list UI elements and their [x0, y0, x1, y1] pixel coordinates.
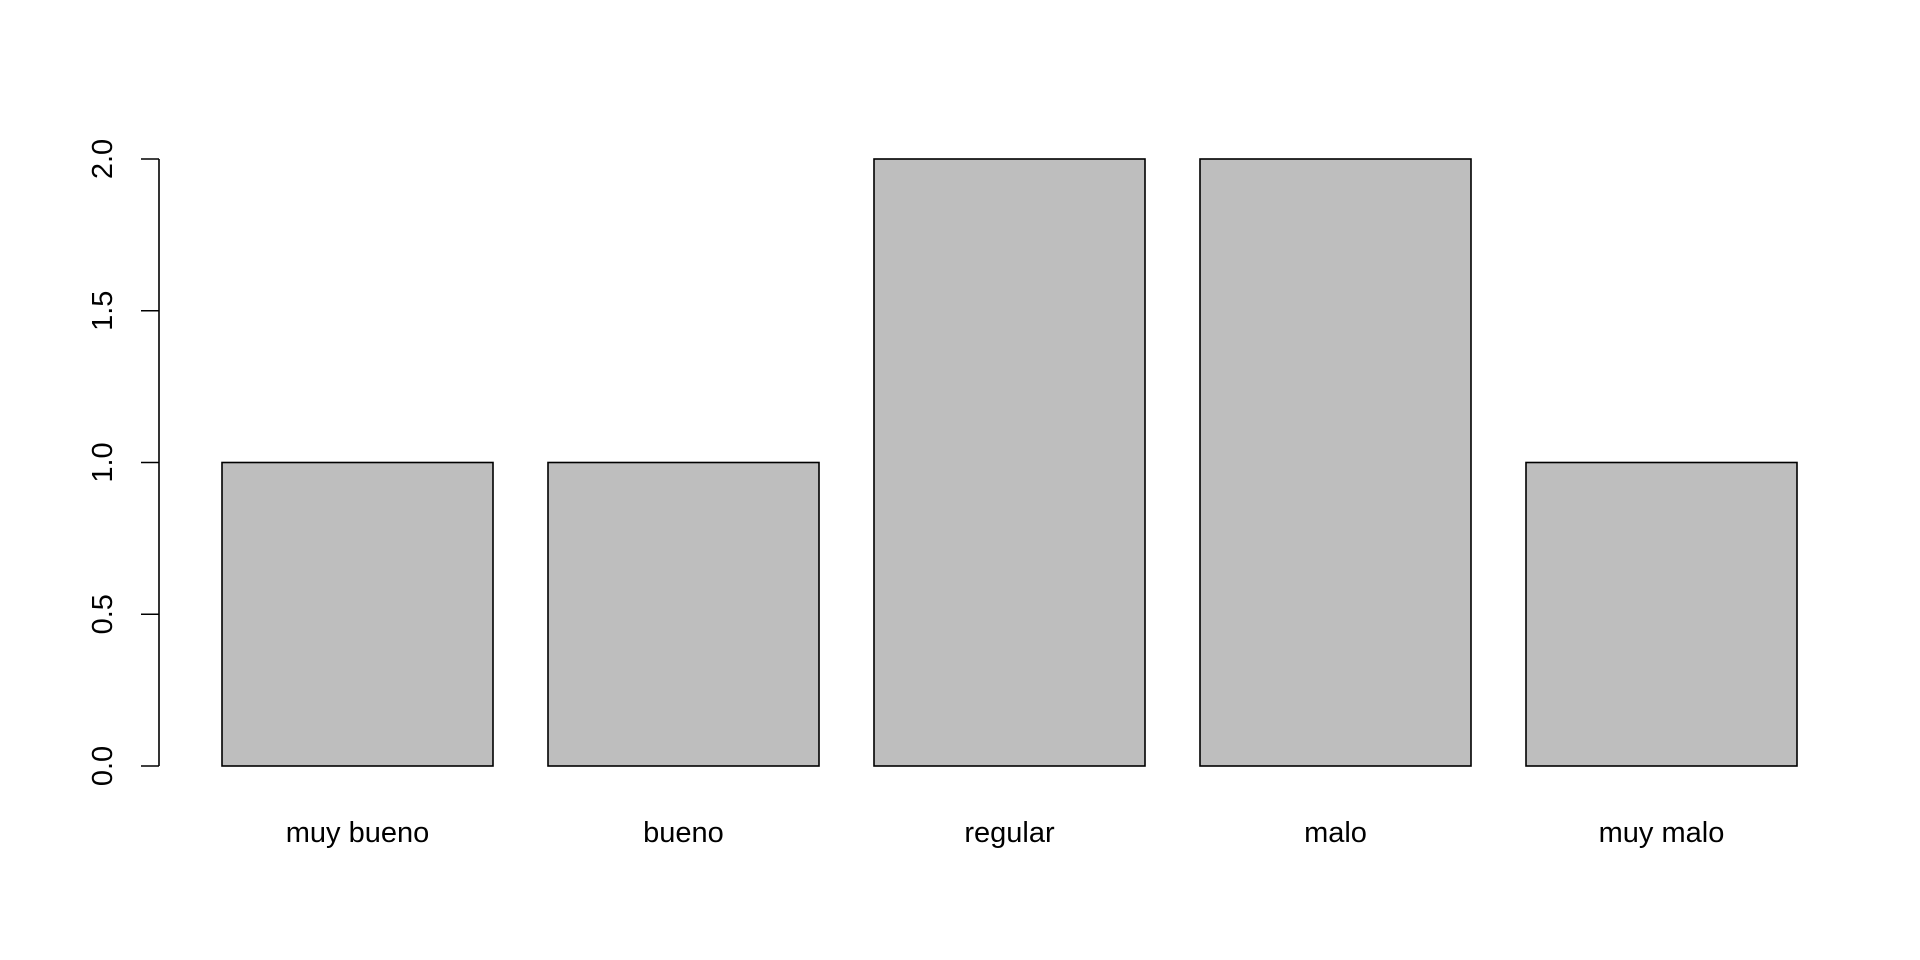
y-axis: 0.0 0.5 1.0 1.5 2.0 [87, 139, 160, 786]
y-tick-label: 2.0 [87, 139, 119, 179]
y-tick-label: 1.5 [87, 291, 119, 331]
x-tick-label: bueno [643, 817, 724, 849]
bar-muy-bueno [221, 461, 494, 767]
x-tick-label: regular [964, 817, 1055, 849]
x-tick-label: muy malo [1599, 817, 1725, 849]
bar-regular [873, 158, 1146, 767]
x-tick-label: malo [1304, 817, 1367, 849]
y-tick-label: 1.0 [87, 442, 119, 482]
bar-malo [1199, 158, 1472, 767]
bar-muy-malo [1525, 461, 1798, 767]
bars [221, 158, 1798, 767]
x-axis-labels: muy bueno bueno regular malo muy malo [286, 817, 1725, 849]
y-tick-label: 0.5 [87, 594, 119, 634]
y-tick-label: 0.0 [87, 746, 119, 786]
x-tick-label: muy bueno [286, 817, 430, 849]
bar-bueno [547, 461, 820, 767]
